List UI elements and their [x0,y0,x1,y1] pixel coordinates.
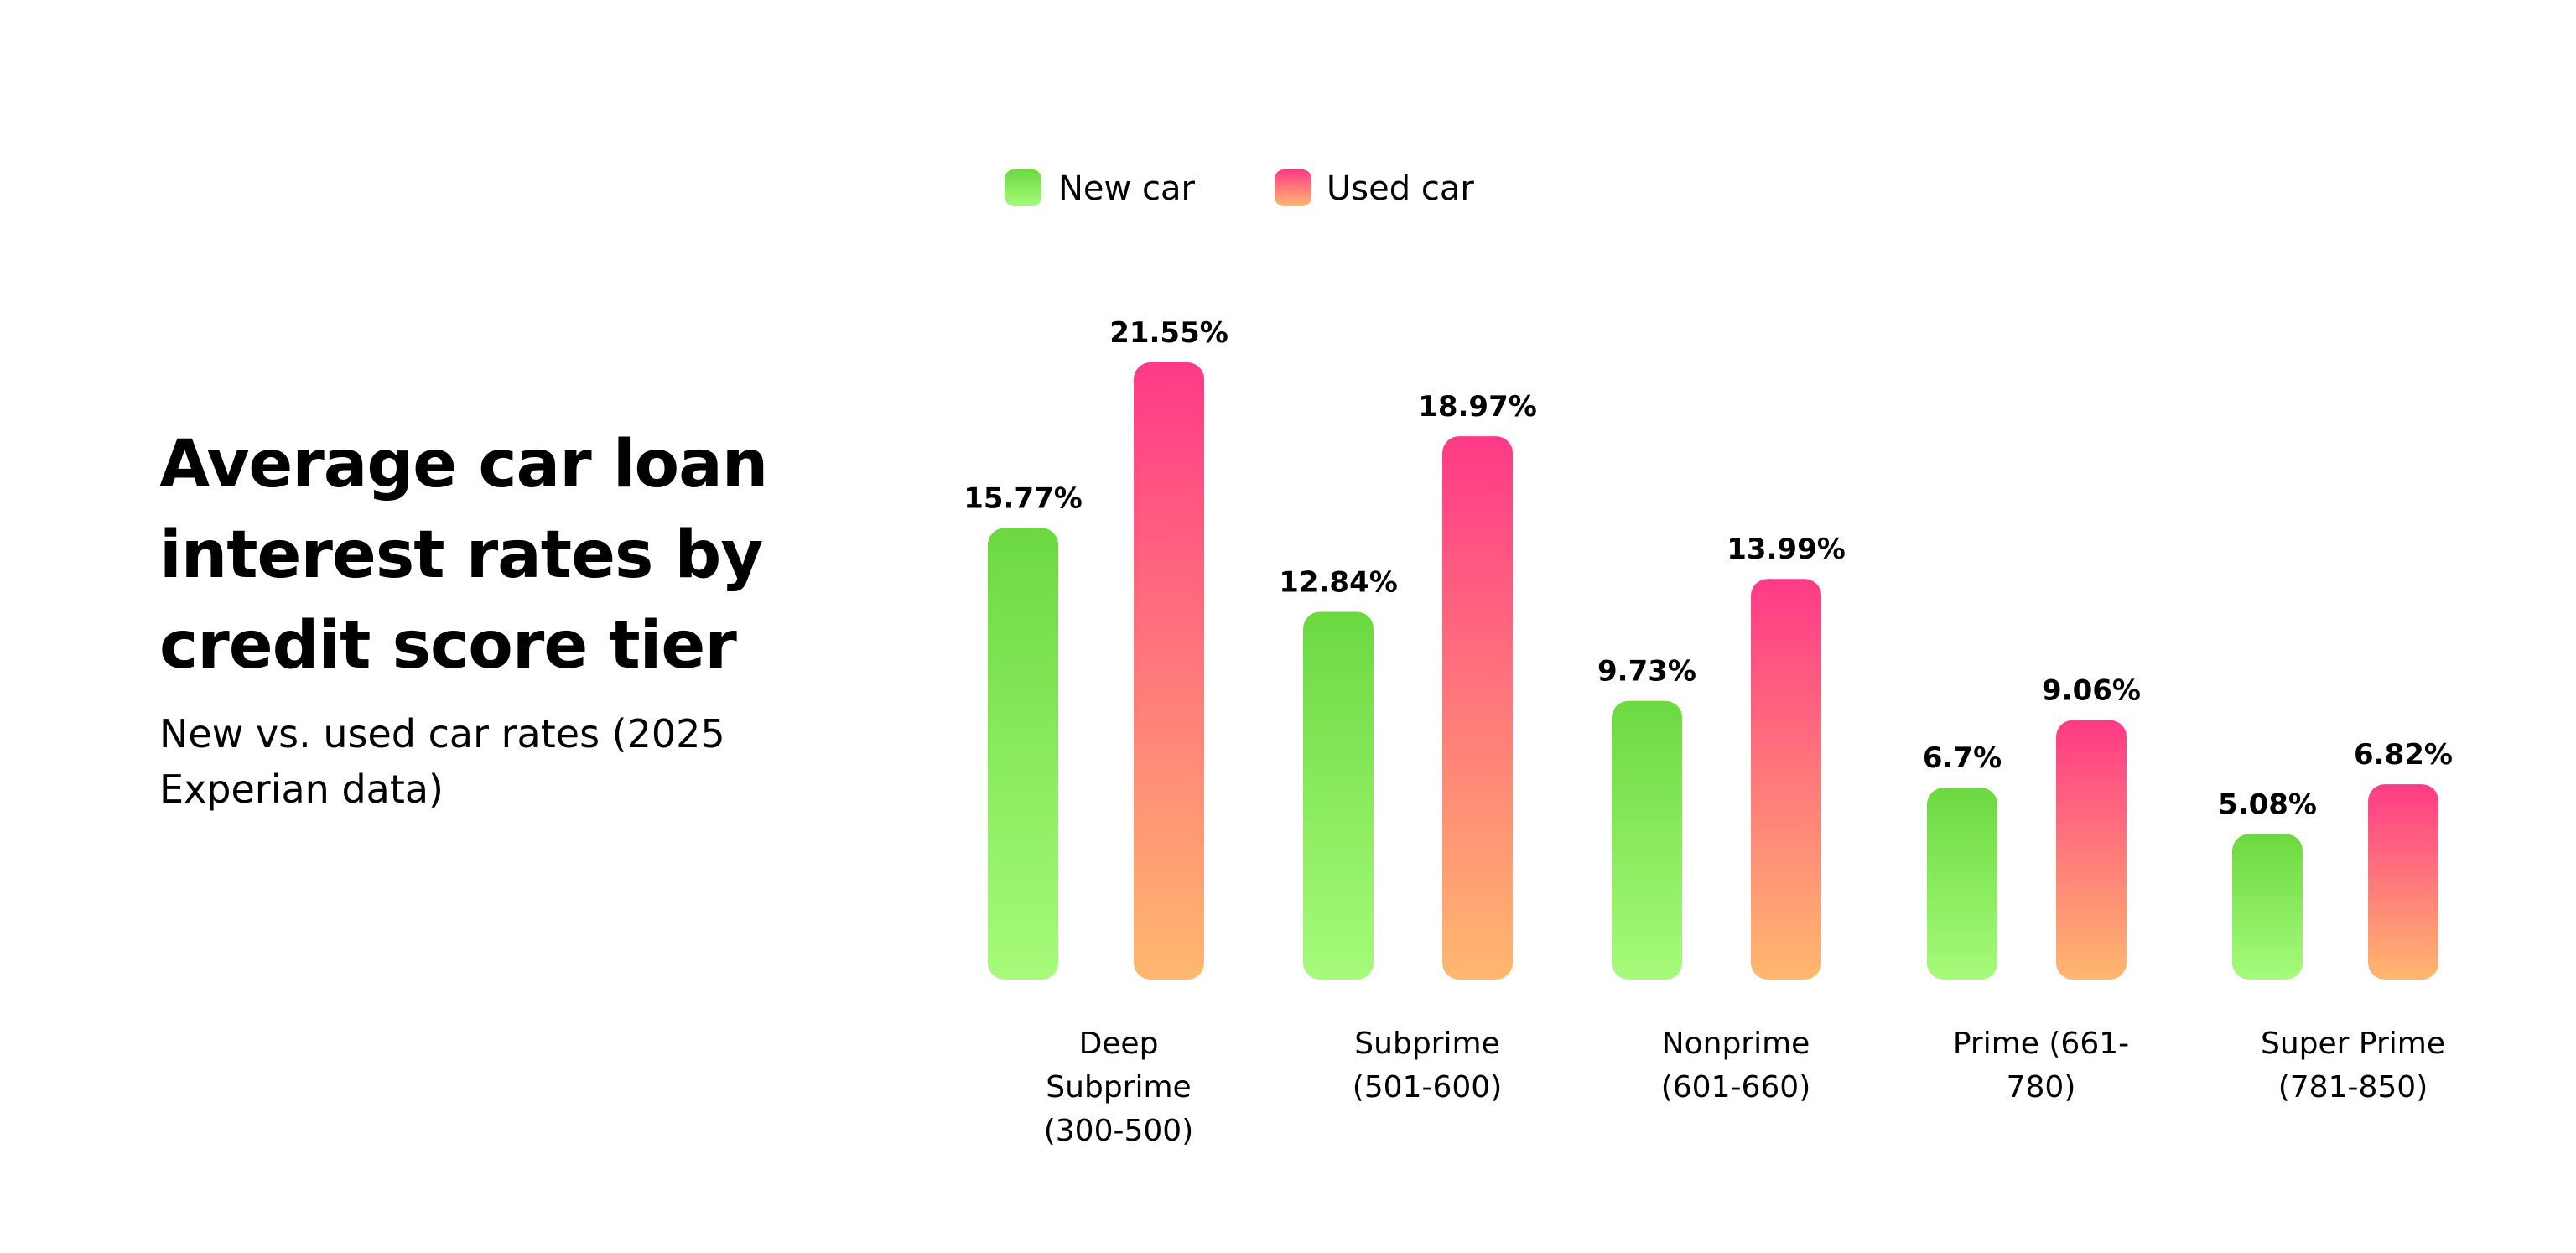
bar-used-car-1 [1442,436,1513,980]
data-label-used-car-4: 6.82% [2354,738,2453,772]
category-label-4: Super Prime (781-850) [2261,1027,2445,1105]
category-label-0: Deep Subprime (300-500) [1044,1027,1194,1148]
bar-new-car-4 [2232,834,2303,980]
category-label-1: Subprime (501-600) [1353,1027,1503,1105]
category-label-3: Prime (661-780) [1953,1027,2129,1105]
data-label-new-car-4: 5.08% [2218,788,2317,822]
legend-label-new-car: New car [1058,169,1195,208]
legend-swatch-used-car [1275,169,1311,206]
category-label-2: Nonprime (601-660) [1661,1027,1811,1105]
bar-new-car-0 [988,528,1058,980]
data-label-new-car-2: 9.73% [1597,655,1696,689]
chart-subtitle: New vs. used car rates (2025 Experian da… [159,711,725,812]
legend-label-used-car: Used car [1327,169,1474,208]
bars: 15.77% 21.55% 12.84% 18.97% 9.73% 13.99% 6.7% 9… [963,316,2453,980]
legend: New car Used car [1005,169,1474,208]
data-label-used-car-2: 13.99% [1727,533,1846,566]
bar-used-car-3 [2056,720,2127,980]
bar-new-car-2 [1612,700,1682,980]
data-label-new-car-1: 12.84% [1279,565,1398,599]
category-labels: Deep Subprime (300-500) Subprime (501-600) No… [1044,1027,2445,1148]
bar-used-car-4 [2368,784,2438,980]
data-label-new-car-3: 6.7% [1923,741,2002,775]
data-label-used-car-3: 9.06% [2042,674,2141,708]
bar-used-car-2 [1751,579,1821,980]
title-block: Average car loan interest rates by credi… [159,419,813,817]
bar-new-car-3 [1927,788,1997,980]
data-label-new-car-0: 15.77% [963,481,1083,515]
chart-title: Average car loan interest rates by credi… [159,427,768,684]
data-label-used-car-1: 18.97% [1418,390,1537,424]
bar-new-car-1 [1303,611,1374,980]
bar-used-car-0 [1134,362,1204,980]
legend-swatch-new-car [1005,169,1041,206]
data-label-used-car-0: 21.55% [1109,316,1228,350]
